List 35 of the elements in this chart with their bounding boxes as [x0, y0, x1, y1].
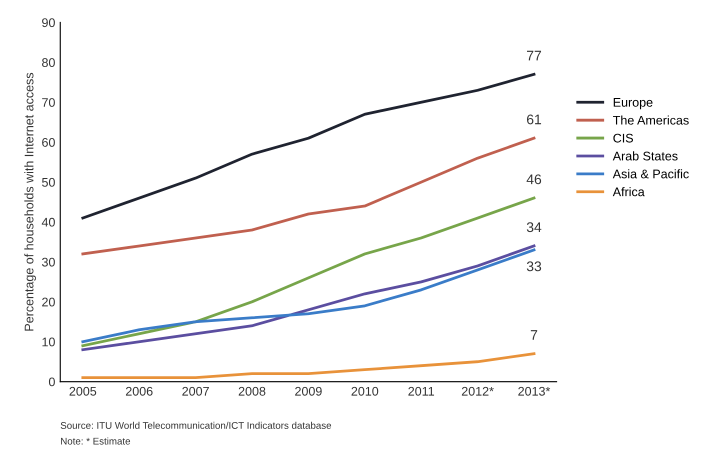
- text: Note: * Estimate: [61, 437, 130, 445]
- y-tick-label: 90: [42, 18, 55, 28]
- y-axis-title: Percentage of households with Internet access: [24, 72, 36, 331]
- legend-label: Europe: [614, 98, 652, 110]
- data-label: 46: [526, 174, 542, 184]
- legend-label: The Americas: [613, 115, 689, 125]
- data-label: 61: [526, 114, 542, 124]
- x-tick-label: 2009: [295, 386, 322, 396]
- data-label: 7: [530, 330, 538, 340]
- y-tick-label: 60: [42, 138, 55, 147]
- y-tick-label: 0: [48, 377, 55, 386]
- source-note: Source: ITU World Telecommunication/ICT Indicators database: [60, 422, 332, 429]
- data-label: 33: [526, 261, 542, 272]
- y-tick-label: 10: [42, 338, 55, 346]
- x-tick-label: 2005: [70, 386, 96, 396]
- legend-label: Asia & Pacific: [612, 169, 689, 178]
- line-series: [81, 352, 536, 380]
- y-tick-label: 50: [42, 178, 55, 187]
- x-tick-label: 2012*: [462, 386, 494, 396]
- y-tick-label: 20: [42, 298, 55, 306]
- legend-label: CIS: [613, 134, 634, 143]
- y-tick-label: 70: [42, 98, 55, 107]
- x-tick-label: 2010: [352, 386, 378, 396]
- x-tick-label: 2011: [408, 386, 434, 396]
- x-tick-label: 2008: [238, 386, 266, 396]
- legend-label: Arab States: [612, 151, 678, 160]
- data-label: 77: [526, 50, 542, 60]
- y-tick-label: 40: [42, 218, 55, 227]
- x-tick-label: 2013*: [518, 386, 550, 396]
- y-tick-label: 30: [42, 258, 55, 267]
- x-tick-label: 2006: [126, 386, 153, 396]
- y-tick-label: 80: [42, 58, 55, 68]
- data-label: 34: [526, 222, 542, 232]
- legend-label: Africa: [612, 187, 645, 196]
- x-tick-label: 2007: [182, 386, 209, 396]
